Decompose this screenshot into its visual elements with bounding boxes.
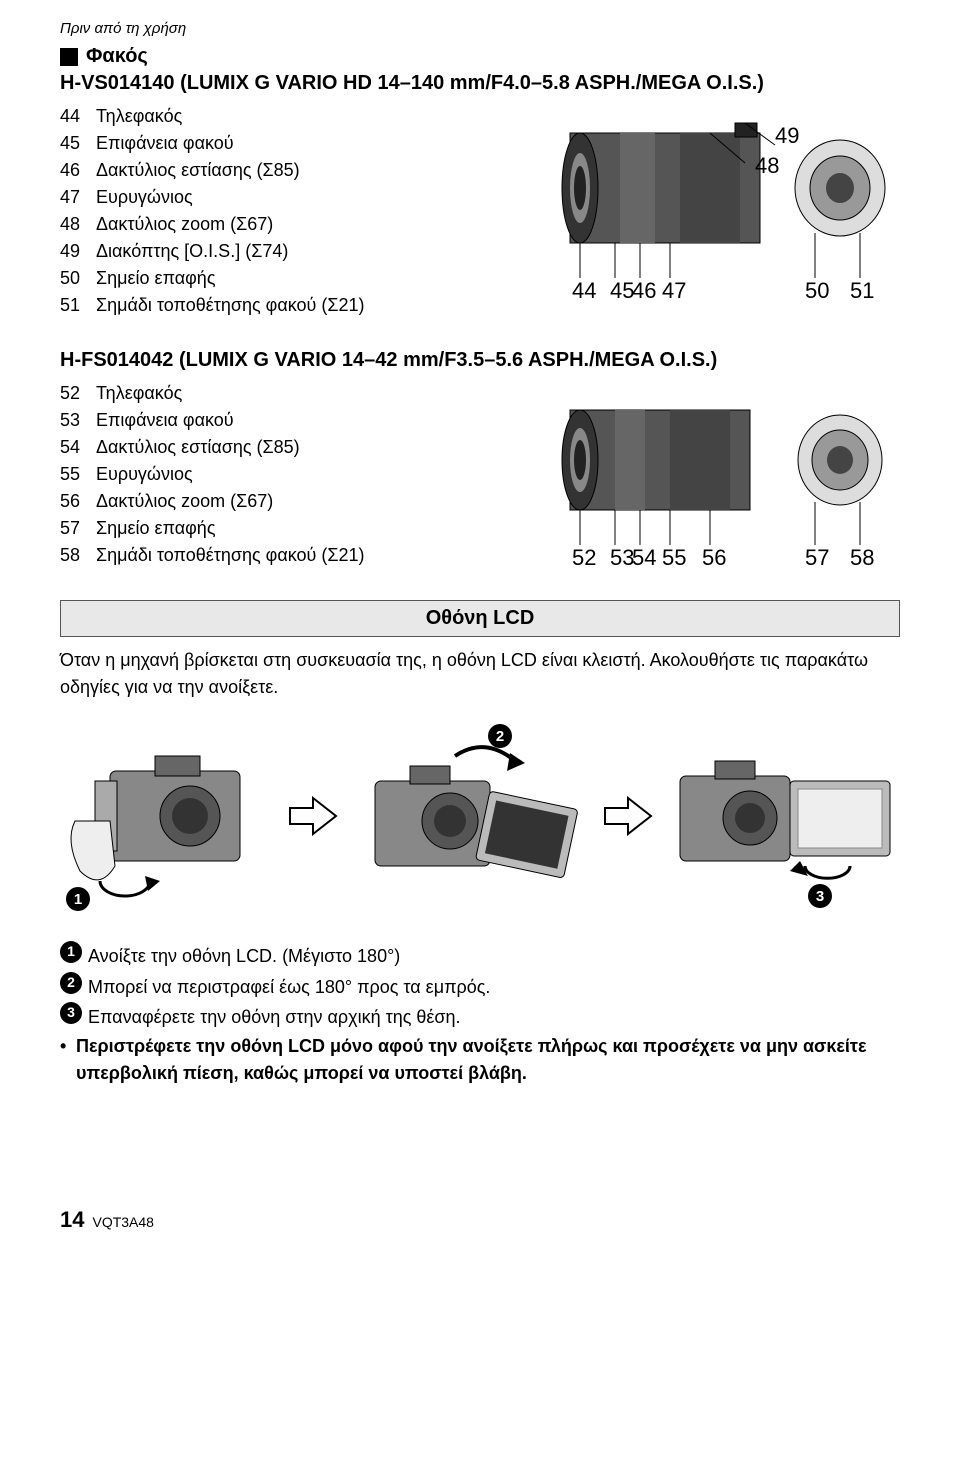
svg-text:57: 57 <box>805 545 829 570</box>
step-2-marker: 2 <box>60 972 82 994</box>
svg-text:53: 53 <box>610 545 634 570</box>
step-1-text: Ανοίξτε την οθόνη LCD. (Μέγιστο 180°) <box>88 941 400 972</box>
svg-text:47: 47 <box>662 278 686 303</box>
lens-heading-text: Φακός <box>86 45 148 68</box>
svg-text:49: 49 <box>775 123 799 148</box>
svg-text:58: 58 <box>850 545 874 570</box>
warning-text: Περιστρέφετε την οθόνη LCD μόνο αφού την… <box>76 1033 900 1087</box>
lcd-intro: Όταν η μηχανή βρίσκεται στη συσκευασία τ… <box>60 647 900 701</box>
doc-code: VQT3A48 <box>92 1214 153 1230</box>
svg-text:55: 55 <box>662 545 686 570</box>
svg-text:3: 3 <box>816 888 824 905</box>
lens1-list: 44Τηλεφακός 45Επιφάνεια φακού 46Δακτύλιο… <box>60 103 540 319</box>
instruction-list: 1 Ανοίξτε την οθόνη LCD. (Μέγιστο 180°) 2… <box>60 941 900 1033</box>
arrow-icon <box>288 796 338 836</box>
camera-diagram-row: 1 2 <box>60 721 900 911</box>
svg-text:1: 1 <box>74 891 82 908</box>
lens2-diagram: 52 53 54 55 56 57 58 <box>560 380 900 570</box>
page-footer: 14 VQT3A48 <box>60 1207 900 1233</box>
camera-step-1: 1 <box>60 721 270 911</box>
lens1-diagram: 44 45 46 47 48 49 50 51 <box>560 103 900 319</box>
step-2-text: Μπορεί να περιστραφεί έως 180° προς τα ε… <box>88 972 490 1003</box>
page-number: 14 <box>60 1207 84 1233</box>
lcd-title-box: Οθόνη LCD <box>60 600 900 637</box>
svg-text:52: 52 <box>572 545 596 570</box>
svg-text:45: 45 <box>610 278 634 303</box>
page-header: Πριν από τη χρήση <box>60 20 900 37</box>
warning-note: • Περιστρέφετε την οθόνη LCD μόνο αφού τ… <box>60 1033 900 1087</box>
step-3-text: Επαναφέρετε την οθόνη στην αρχική της θέ… <box>88 1002 461 1033</box>
lens2-title: H-FS014042 (LUMIX G VARIO 14–42 mm/F3.5–… <box>60 349 900 372</box>
svg-text:54: 54 <box>632 545 656 570</box>
lens-section-heading: Φακός <box>60 45 900 68</box>
svg-text:56: 56 <box>702 545 726 570</box>
camera-step-3: 3 <box>670 721 900 911</box>
svg-text:2: 2 <box>496 728 504 745</box>
svg-text:50: 50 <box>805 278 829 303</box>
svg-text:44: 44 <box>572 278 596 303</box>
lens2-list: 52Τηλεφακός 53Επιφάνεια φακού 54Δακτύλιο… <box>60 380 540 569</box>
arrow-icon <box>603 796 653 836</box>
square-bullet-icon <box>60 48 78 66</box>
camera-step-2: 2 <box>355 721 585 911</box>
lens1-title: H-VS014140 (LUMIX G VARIO HD 14–140 mm/F… <box>60 72 900 95</box>
svg-text:51: 51 <box>850 278 874 303</box>
step-1-marker: 1 <box>60 941 82 963</box>
svg-text:48: 48 <box>755 153 779 178</box>
step-3-marker: 3 <box>60 1002 82 1024</box>
svg-text:46: 46 <box>632 278 656 303</box>
bullet-icon: • <box>60 1033 76 1087</box>
